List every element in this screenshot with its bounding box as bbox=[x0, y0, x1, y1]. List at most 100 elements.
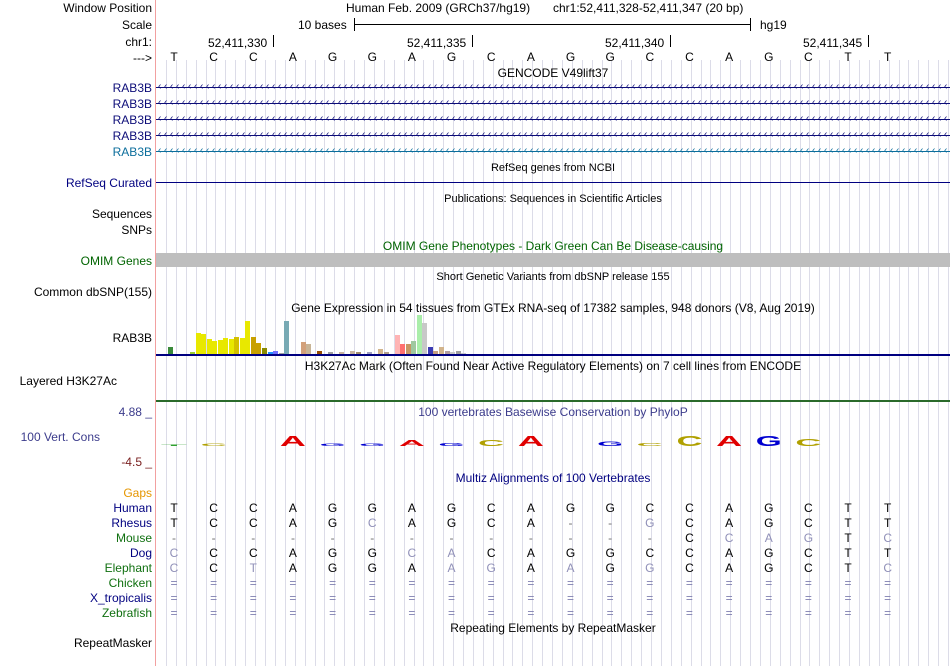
strand-chevron-icon: ‹ bbox=[824, 113, 828, 124]
alignment-base: = bbox=[527, 606, 535, 620]
gtex-tissue-bar[interactable] bbox=[317, 351, 322, 354]
h3k27ac-track-label[interactable]: Layered H3K27Ac bbox=[19, 374, 117, 388]
gtex-tissue-bar[interactable] bbox=[207, 339, 212, 354]
track-image-area[interactable]: Human Feb. 2009 (GRCh37/hg19) chr1:52,41… bbox=[156, 0, 950, 666]
strand-chevron-icon: ‹ bbox=[326, 113, 330, 124]
publications-snps-label[interactable]: SNPs bbox=[121, 223, 152, 237]
gtex-tissue-bar[interactable] bbox=[328, 352, 333, 354]
strand-chevron-icon: ‹ bbox=[908, 113, 912, 124]
gtex-tissue-bar[interactable] bbox=[461, 353, 466, 354]
strand-chevron-icon: ‹ bbox=[788, 97, 792, 108]
strand-chevron-icon: ‹ bbox=[194, 145, 198, 156]
gtex-tissue-bar[interactable] bbox=[234, 337, 239, 354]
gtex-tissue-bar[interactable] bbox=[445, 351, 450, 354]
strand-chevron-icon: ‹ bbox=[170, 145, 174, 156]
gtex-tissue-bar[interactable] bbox=[378, 349, 383, 354]
species-label-human[interactable]: Human bbox=[113, 501, 152, 515]
grid-line bbox=[859, 60, 860, 666]
gtex-tissue-bar[interactable] bbox=[422, 323, 427, 354]
gtex-tissue-bar[interactable] bbox=[201, 334, 206, 354]
refseq-gene-line[interactable] bbox=[156, 182, 950, 183]
strand-chevron-icon: ‹ bbox=[752, 145, 756, 156]
publications-sequences-label[interactable]: Sequences bbox=[91, 207, 152, 221]
gtex-tissue-bar[interactable] bbox=[339, 352, 344, 354]
gtex-tissue-bar[interactable] bbox=[367, 352, 372, 354]
gtex-tissue-bar[interactable] bbox=[306, 344, 311, 354]
gencode-gene-label-4[interactable]: RAB3B bbox=[112, 129, 152, 143]
gencode-transcript-1[interactable]: ‹ ‹ ‹ ‹ ‹ ‹ ‹ ‹ ‹ ‹ ‹ ‹ ‹ ‹ ‹ ‹ ‹ ‹ ‹ ‹ ‹ ‹ ‹ ‹ ‹ ‹ ‹ ‹ ‹ ‹ ‹ ‹ ‹ ‹ ‹ ‹ ‹ ‹ ‹ ‹… bbox=[156, 81, 950, 93]
gencode-gene-label-2[interactable]: RAB3B bbox=[112, 97, 152, 111]
gtex-tissue-bar[interactable] bbox=[229, 339, 234, 354]
strand-chevron-icon: ‹ bbox=[602, 113, 606, 124]
gtex-tissue-bar[interactable] bbox=[450, 352, 455, 354]
window-position-label[interactable]: Window Position bbox=[63, 1, 152, 15]
strand-chevron-icon: ‹ bbox=[872, 145, 876, 156]
phylop-logo-letter: C bbox=[478, 438, 504, 447]
gtex-tissue-bar[interactable] bbox=[428, 347, 433, 354]
strand-chevron-icon: ‹ bbox=[278, 129, 282, 140]
species-label-elephant[interactable]: Elephant bbox=[104, 561, 152, 575]
species-label-zebrafish[interactable]: Zebrafish bbox=[101, 606, 152, 620]
strand-chevron-icon: ‹ bbox=[290, 145, 294, 156]
gtex-tissue-bar[interactable] bbox=[356, 352, 361, 354]
gencode-transcript-5[interactable]: ‹ ‹ ‹ ‹ ‹ ‹ ‹ ‹ ‹ ‹ ‹ ‹ ‹ ‹ ‹ ‹ ‹ ‹ ‹ ‹ ‹ ‹ ‹ ‹ ‹ ‹ ‹ ‹ ‹ ‹ ‹ ‹ ‹ ‹ ‹ ‹ ‹ ‹ ‹ ‹… bbox=[156, 145, 950, 157]
strand-chevron-icon: ‹ bbox=[764, 145, 768, 156]
strand-chevron-icon: ‹ bbox=[758, 129, 762, 140]
gtex-tissue-bar[interactable] bbox=[212, 341, 217, 354]
gtex-tissue-bar[interactable] bbox=[245, 321, 250, 354]
gtex-tissue-bar[interactable] bbox=[256, 343, 261, 354]
species-label-dog[interactable]: Dog bbox=[129, 546, 152, 560]
gtex-tissue-bar[interactable] bbox=[273, 351, 278, 354]
gtex-tissue-bar[interactable] bbox=[433, 351, 438, 354]
gencode-gene-label-3[interactable]: RAB3B bbox=[112, 113, 152, 127]
gtex-tissue-bar[interactable] bbox=[251, 337, 256, 354]
strand-chevron-icon: ‹ bbox=[626, 129, 630, 140]
gtex-tissue-bar[interactable] bbox=[456, 351, 461, 354]
species-label-xtropicalis[interactable]: X_tropicalis bbox=[89, 591, 152, 605]
refseq-track-label[interactable]: RefSeq Curated bbox=[65, 176, 152, 190]
gtex-tissue-bar[interactable] bbox=[284, 321, 289, 354]
strand-chevron-icon: ‹ bbox=[758, 81, 762, 92]
gtex-tissue-bar[interactable] bbox=[196, 333, 201, 354]
conservation-track-label[interactable]: 100 Vert. Cons bbox=[20, 430, 100, 444]
gtex-gene-label[interactable]: RAB3B bbox=[112, 331, 152, 345]
gencode-gene-label-5[interactable]: RAB3B bbox=[112, 145, 152, 159]
strand-chevron-icon: ‹ bbox=[860, 97, 864, 108]
gtex-tissue-bar[interactable] bbox=[262, 348, 267, 354]
strand-chevron-icon: ‹ bbox=[158, 145, 162, 156]
gtex-tissue-bar[interactable] bbox=[279, 353, 284, 354]
gtex-tissue-bar[interactable] bbox=[406, 344, 411, 354]
gtex-tissue-bar[interactable] bbox=[411, 341, 416, 354]
gtex-tissue-bar[interactable] bbox=[384, 352, 389, 354]
gtex-tissue-bar[interactable] bbox=[218, 340, 223, 354]
gencode-gene-label-1[interactable]: RAB3B bbox=[112, 81, 152, 95]
species-label-chicken[interactable]: Chicken bbox=[108, 576, 152, 590]
gtex-tissue-bar[interactable] bbox=[240, 338, 245, 354]
gencode-transcript-2[interactable]: ‹ ‹ ‹ ‹ ‹ ‹ ‹ ‹ ‹ ‹ ‹ ‹ ‹ ‹ ‹ ‹ ‹ ‹ ‹ ‹ ‹ ‹ ‹ ‹ ‹ ‹ ‹ ‹ ‹ ‹ ‹ ‹ ‹ ‹ ‹ ‹ ‹ ‹ ‹ ‹… bbox=[156, 97, 950, 109]
strand-chevron-icon: ‹ bbox=[320, 81, 324, 92]
gtex-tissue-bar[interactable] bbox=[400, 344, 405, 354]
gtex-tissue-bar[interactable] bbox=[190, 352, 195, 354]
species-label-mouse[interactable]: Mouse bbox=[115, 531, 152, 545]
gtex-tissue-bar[interactable] bbox=[268, 352, 273, 354]
gtex-tissue-bar[interactable] bbox=[395, 335, 400, 354]
strand-arrow-label[interactable]: ---> bbox=[133, 51, 152, 65]
strand-chevron-icon: ‹ bbox=[944, 129, 948, 140]
gtex-tissue-bar[interactable] bbox=[301, 342, 306, 354]
alignment-base: = bbox=[606, 591, 614, 605]
gencode-transcript-3[interactable]: ‹ ‹ ‹ ‹ ‹ ‹ ‹ ‹ ‹ ‹ ‹ ‹ ‹ ‹ ‹ ‹ ‹ ‹ ‹ ‹ ‹ ‹ ‹ ‹ ‹ ‹ ‹ ‹ ‹ ‹ ‹ ‹ ‹ ‹ ‹ ‹ ‹ ‹ ‹ ‹… bbox=[156, 113, 950, 125]
dbsnp-track-label[interactable]: Common dbSNP(155) bbox=[33, 285, 152, 299]
repeatmasker-track-label[interactable]: RepeatMasker bbox=[73, 636, 152, 650]
gtex-tissue-bar[interactable] bbox=[223, 338, 228, 354]
gtex-tissue-bar[interactable] bbox=[168, 347, 173, 354]
gtex-tissue-bar[interactable] bbox=[439, 347, 444, 354]
omim-gene-bar[interactable] bbox=[156, 253, 950, 267]
strand-chevron-icon: ‹ bbox=[260, 113, 264, 124]
gencode-transcript-4[interactable]: ‹ ‹ ‹ ‹ ‹ ‹ ‹ ‹ ‹ ‹ ‹ ‹ ‹ ‹ ‹ ‹ ‹ ‹ ‹ ‹ ‹ ‹ ‹ ‹ ‹ ‹ ‹ ‹ ‹ ‹ ‹ ‹ ‹ ‹ ‹ ‹ ‹ ‹ ‹ ‹… bbox=[156, 129, 950, 141]
strand-chevron-icon: ‹ bbox=[614, 145, 618, 156]
gtex-tissue-bar[interactable] bbox=[350, 351, 355, 354]
omim-track-label[interactable]: OMIM Genes bbox=[80, 254, 152, 268]
gtex-tissue-bar[interactable] bbox=[417, 315, 422, 354]
species-label-rhesus[interactable]: Rhesus bbox=[111, 516, 152, 530]
